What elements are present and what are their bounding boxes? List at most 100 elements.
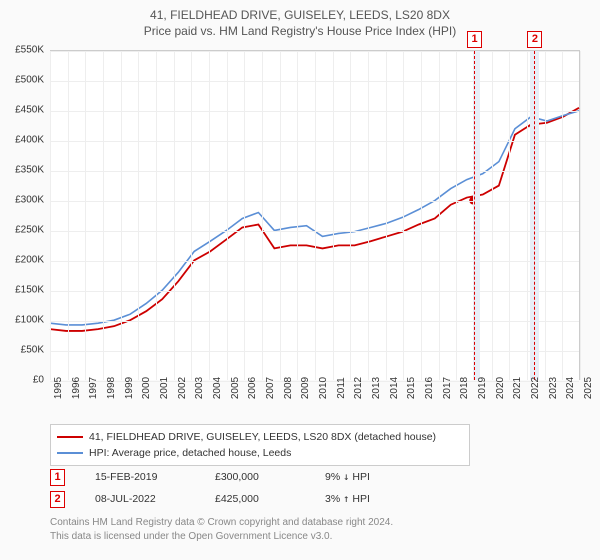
gridline-v — [227, 51, 228, 380]
x-tick-label: 2006 — [247, 377, 258, 399]
y-tick-label: £500K — [15, 75, 44, 86]
x-tick-label: 1995 — [53, 377, 64, 399]
x-tick-label: 2008 — [283, 377, 294, 399]
arrow-down-icon: ↓ — [343, 471, 349, 483]
gridline-v — [191, 51, 192, 380]
legend-swatch — [57, 436, 83, 438]
x-tick-label: 2016 — [424, 377, 435, 399]
title-main: 41, FIELDHEAD DRIVE, GUISELEY, LEEDS, LS… — [0, 8, 600, 22]
legend-row-property: 41, FIELDHEAD DRIVE, GUISELEY, LEEDS, LS… — [57, 429, 463, 445]
x-tick-label: 1996 — [71, 377, 82, 399]
gridline-v — [386, 51, 387, 380]
transaction-date: 08-JUL-2022 — [95, 488, 185, 510]
x-tick-label: 2023 — [548, 377, 559, 399]
y-tick-label: £200K — [15, 255, 44, 266]
gridline-v — [209, 51, 210, 380]
y-axis: £0£50K£100K£150K£200K£250K£300K£350K£400… — [0, 50, 48, 380]
gridline-v — [368, 51, 369, 380]
x-tick-label: 2014 — [389, 377, 400, 399]
marker-dashed-line — [474, 51, 475, 380]
gridline-v — [580, 51, 581, 380]
x-tick-label: 2024 — [565, 377, 576, 399]
y-tick-label: £150K — [15, 285, 44, 296]
transaction-block: 1 15-FEB-2019 £300,000 9% ↓ HPI 2 08-JUL… — [50, 466, 580, 510]
gridline-v — [509, 51, 510, 380]
gridline-v — [174, 51, 175, 380]
gridline-v — [333, 51, 334, 380]
x-tick-label: 2011 — [336, 377, 347, 399]
y-tick-label: £0 — [33, 375, 44, 386]
gridline-v — [103, 51, 104, 380]
x-tick-label: 2013 — [371, 377, 382, 399]
gridline-v — [492, 51, 493, 380]
chart-plot-area: 12 — [50, 50, 580, 380]
x-tick-label: 2004 — [212, 377, 223, 399]
x-tick-label: 2015 — [406, 377, 417, 399]
x-tick-label: 2007 — [265, 377, 276, 399]
gridline-v — [456, 51, 457, 380]
x-tick-label: 2020 — [495, 377, 506, 399]
gridline-v — [50, 51, 51, 380]
x-tick-label: 2017 — [442, 377, 453, 399]
transaction-delta: 3% ↑ HPI — [325, 488, 370, 510]
marker-badge: 1 — [467, 31, 482, 48]
footer-line2: This data is licensed under the Open Gov… — [50, 530, 580, 544]
legend-row-hpi: HPI: Average price, detached house, Leed… — [57, 445, 463, 461]
y-tick-label: £300K — [15, 195, 44, 206]
marker-dashed-line — [534, 51, 535, 380]
x-tick-label: 1999 — [124, 377, 135, 399]
gridline-v — [421, 51, 422, 380]
gridline-v — [262, 51, 263, 380]
legend-text: 41, FIELDHEAD DRIVE, GUISELEY, LEEDS, LS… — [89, 429, 436, 445]
y-tick-label: £450K — [15, 105, 44, 116]
transaction-date: 15-FEB-2019 — [95, 466, 185, 488]
gridline-v — [315, 51, 316, 380]
transaction-price: £300,000 — [215, 466, 295, 488]
marker-badge-1: 1 — [50, 469, 65, 486]
arrow-up-icon: ↑ — [343, 493, 349, 505]
gridline-v — [545, 51, 546, 380]
footer-attribution: Contains HM Land Registry data © Crown c… — [50, 516, 580, 544]
gridline-v — [280, 51, 281, 380]
y-tick-label: £100K — [15, 315, 44, 326]
gridline-v — [121, 51, 122, 380]
gridline-v — [297, 51, 298, 380]
x-tick-label: 2018 — [459, 377, 470, 399]
legend-text: HPI: Average price, detached house, Leed… — [89, 445, 291, 461]
x-tick-label: 2000 — [141, 377, 152, 399]
y-tick-label: £50K — [21, 345, 44, 356]
gridline-v — [244, 51, 245, 380]
x-tick-label: 2022 — [530, 377, 541, 399]
gridline-v — [403, 51, 404, 380]
x-tick-label: 2001 — [159, 377, 170, 399]
x-tick-label: 2009 — [300, 377, 311, 399]
transaction-row-1: 1 15-FEB-2019 £300,000 9% ↓ HPI — [50, 466, 580, 488]
transaction-delta: 9% ↓ HPI — [325, 466, 370, 488]
x-tick-label: 2002 — [177, 377, 188, 399]
x-tick-label: 1997 — [88, 377, 99, 399]
gridline-v — [68, 51, 69, 380]
x-tick-label: 2021 — [512, 377, 523, 399]
chart-container: 41, FIELDHEAD DRIVE, GUISELEY, LEEDS, LS… — [0, 0, 600, 560]
gridline-v — [562, 51, 563, 380]
gridline-v — [156, 51, 157, 380]
marker-badge: 2 — [527, 31, 542, 48]
y-tick-label: £250K — [15, 225, 44, 236]
x-tick-label: 2012 — [353, 377, 364, 399]
x-tick-label: 2003 — [194, 377, 205, 399]
title-sub: Price paid vs. HM Land Registry's House … — [0, 24, 600, 38]
transaction-price: £425,000 — [215, 488, 295, 510]
gridline-v — [527, 51, 528, 380]
x-tick-label: 2019 — [477, 377, 488, 399]
x-tick-label: 2025 — [583, 377, 594, 399]
marker-badge-2: 2 — [50, 491, 65, 508]
gridline-v — [350, 51, 351, 380]
title-block: 41, FIELDHEAD DRIVE, GUISELEY, LEEDS, LS… — [0, 0, 600, 42]
gridline-v — [439, 51, 440, 380]
transaction-row-2: 2 08-JUL-2022 £425,000 3% ↑ HPI — [50, 488, 580, 510]
gridline-v — [138, 51, 139, 380]
x-tick-label: 1998 — [106, 377, 117, 399]
x-axis: 1995199619971998199920002001200220032004… — [50, 382, 580, 422]
y-tick-label: £350K — [15, 165, 44, 176]
footer-line1: Contains HM Land Registry data © Crown c… — [50, 516, 580, 530]
